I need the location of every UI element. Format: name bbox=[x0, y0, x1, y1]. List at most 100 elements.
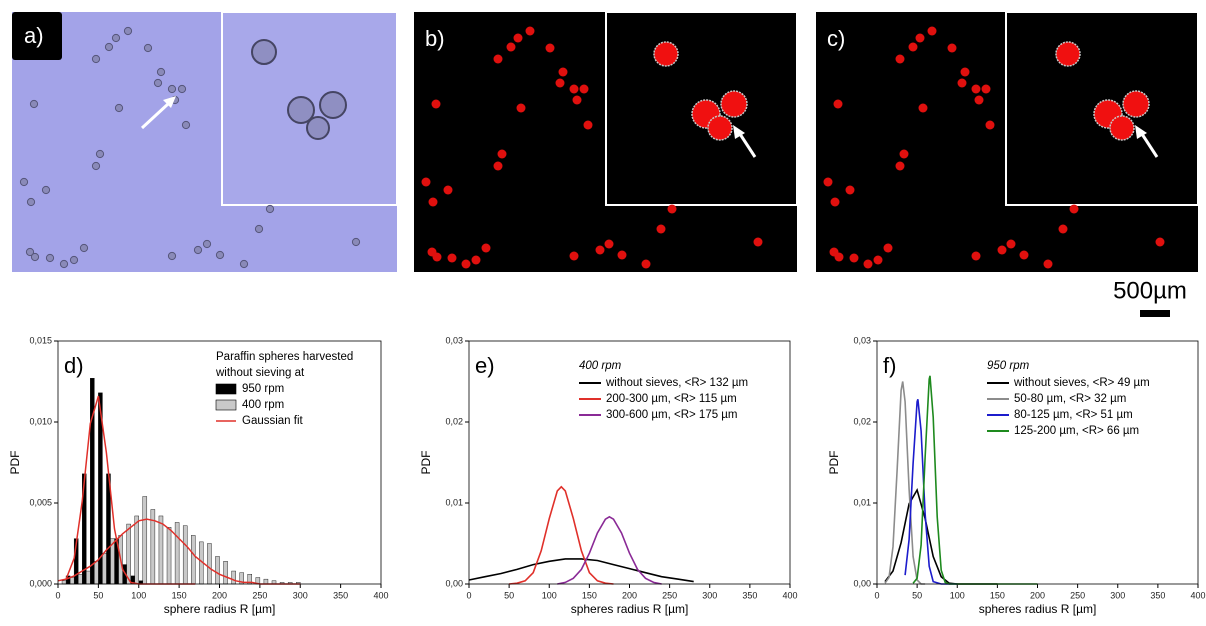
particle bbox=[167, 251, 177, 261]
particle bbox=[69, 255, 79, 265]
legend-label: without sieves, <R> 49 µm bbox=[1013, 377, 1150, 389]
particle bbox=[239, 259, 249, 269]
inset-particle bbox=[720, 90, 748, 118]
bar bbox=[182, 525, 188, 585]
x-tick-label: 350 bbox=[333, 590, 348, 600]
annotation: 950 rpm bbox=[987, 360, 1030, 372]
x-tick-label: 150 bbox=[582, 590, 597, 600]
inset-particle bbox=[653, 41, 679, 67]
bar bbox=[102, 553, 107, 585]
particle bbox=[95, 149, 105, 159]
particle bbox=[753, 237, 763, 247]
particle bbox=[493, 54, 503, 64]
legend-label: 300-600 µm, <R> 175 µm bbox=[606, 409, 738, 421]
particle bbox=[421, 177, 431, 187]
bar bbox=[90, 378, 95, 585]
arrow-head bbox=[733, 125, 745, 139]
particle bbox=[579, 84, 589, 94]
bar bbox=[61, 580, 67, 585]
particle bbox=[481, 243, 491, 253]
x-tick-label: 300 bbox=[702, 590, 717, 600]
plot-frame bbox=[57, 340, 382, 585]
label-box bbox=[12, 12, 62, 60]
inset-particle bbox=[319, 91, 347, 119]
particle bbox=[19, 177, 29, 187]
arrow-head bbox=[1135, 125, 1147, 139]
scale-bar bbox=[1140, 310, 1170, 317]
particle bbox=[997, 245, 1007, 255]
particle bbox=[181, 120, 191, 130]
y-tick-label: 0,01 bbox=[853, 497, 871, 507]
particle bbox=[569, 84, 579, 94]
panel-label: e) bbox=[475, 353, 495, 378]
y-tick-label: 0,00 bbox=[853, 578, 871, 588]
particle bbox=[29, 99, 39, 109]
bar bbox=[126, 523, 131, 585]
bar bbox=[207, 543, 212, 585]
bar bbox=[191, 535, 196, 585]
particle bbox=[830, 197, 840, 207]
particle bbox=[617, 250, 627, 260]
particle bbox=[1155, 237, 1165, 247]
series-line bbox=[884, 381, 926, 585]
particle bbox=[981, 84, 991, 94]
particle bbox=[947, 43, 957, 53]
particle bbox=[156, 67, 166, 77]
particle bbox=[569, 251, 579, 261]
plot-frame bbox=[468, 340, 791, 585]
y-tick-label: 0,005 bbox=[29, 497, 52, 507]
particle bbox=[572, 95, 582, 105]
particle bbox=[1019, 250, 1029, 260]
particle bbox=[104, 42, 114, 52]
particle bbox=[215, 250, 225, 260]
particle bbox=[493, 161, 503, 171]
x-tick-label: 250 bbox=[252, 590, 267, 600]
bar bbox=[86, 570, 91, 585]
x-tick-label: 50 bbox=[504, 590, 514, 600]
chart: 0 50 100 150 200 250 300 350 400 0,00 0,01 0,02 0,03… bbox=[827, 335, 1205, 616]
x-tick-label: 150 bbox=[990, 590, 1005, 600]
particle bbox=[79, 243, 89, 253]
particle bbox=[883, 243, 893, 253]
particle bbox=[895, 161, 905, 171]
particle bbox=[1043, 259, 1053, 269]
particle bbox=[873, 255, 883, 265]
x-tick-label: 300 bbox=[1110, 590, 1125, 600]
legend-title: without sieving at bbox=[215, 367, 305, 379]
particle bbox=[111, 33, 121, 43]
legend-label: 125-200 µm, <R> 66 µm bbox=[1014, 425, 1139, 437]
inset-particle bbox=[707, 115, 733, 141]
x-tick-label: 50 bbox=[912, 590, 922, 600]
bar bbox=[142, 496, 148, 585]
particle bbox=[849, 253, 859, 263]
y-tick-label: 0,01 bbox=[445, 497, 463, 507]
particle bbox=[545, 43, 555, 53]
y-axis-label: PDF bbox=[827, 451, 841, 475]
particle bbox=[91, 161, 101, 171]
particle bbox=[604, 239, 614, 249]
x-tick-label: 0 bbox=[466, 590, 471, 600]
x-tick-label: 50 bbox=[93, 590, 103, 600]
particle bbox=[193, 245, 203, 255]
x-tick-label: 200 bbox=[1030, 590, 1045, 600]
particle bbox=[506, 42, 516, 52]
particle bbox=[915, 33, 925, 43]
particle bbox=[863, 259, 873, 269]
particle bbox=[443, 185, 453, 195]
particle bbox=[918, 103, 928, 113]
bar bbox=[69, 577, 75, 585]
x-axis-label: spheres radius R [µm] bbox=[979, 602, 1097, 616]
particle bbox=[595, 245, 605, 255]
particle bbox=[202, 239, 212, 249]
x-tick-label: 400 bbox=[1190, 590, 1205, 600]
particle bbox=[30, 252, 40, 262]
particle bbox=[516, 103, 526, 113]
x-tick-label: 400 bbox=[782, 590, 797, 600]
x-tick-label: 250 bbox=[1070, 590, 1085, 600]
particle bbox=[432, 252, 442, 262]
y-tick-label: 0,02 bbox=[445, 416, 463, 426]
particle bbox=[957, 78, 967, 88]
particle bbox=[960, 67, 970, 77]
x-tick-label: 0 bbox=[874, 590, 879, 600]
arrow bbox=[738, 133, 757, 158]
